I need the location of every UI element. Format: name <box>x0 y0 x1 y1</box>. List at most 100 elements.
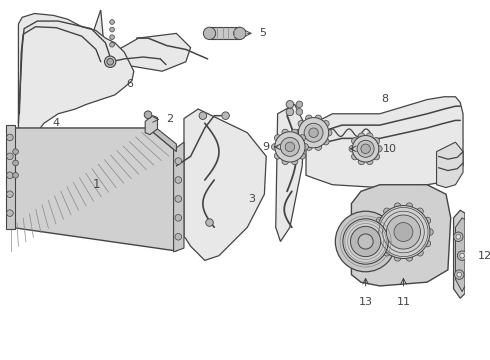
Circle shape <box>175 195 182 202</box>
Circle shape <box>384 249 390 256</box>
Circle shape <box>376 217 383 224</box>
Circle shape <box>325 129 332 136</box>
Circle shape <box>394 203 401 210</box>
Polygon shape <box>454 210 465 298</box>
Text: 12: 12 <box>478 251 490 261</box>
Circle shape <box>110 35 115 40</box>
Circle shape <box>6 153 13 160</box>
Circle shape <box>175 158 182 165</box>
Circle shape <box>6 172 13 179</box>
Circle shape <box>308 122 315 129</box>
Circle shape <box>373 153 380 160</box>
Circle shape <box>358 133 365 139</box>
Circle shape <box>299 153 305 159</box>
Circle shape <box>416 208 423 215</box>
Circle shape <box>285 142 294 152</box>
Circle shape <box>367 158 373 165</box>
Circle shape <box>291 158 298 165</box>
Circle shape <box>358 234 373 249</box>
Circle shape <box>280 138 299 156</box>
Text: 3: 3 <box>248 194 256 204</box>
Circle shape <box>291 129 298 136</box>
Circle shape <box>424 217 431 224</box>
Circle shape <box>373 138 380 144</box>
Circle shape <box>343 219 388 264</box>
Text: 10: 10 <box>383 144 396 154</box>
Circle shape <box>104 56 116 67</box>
Circle shape <box>110 42 115 47</box>
Polygon shape <box>276 104 304 242</box>
Circle shape <box>406 203 413 210</box>
Polygon shape <box>91 10 191 71</box>
Polygon shape <box>437 142 463 188</box>
Text: 6: 6 <box>126 78 133 89</box>
Circle shape <box>357 140 374 157</box>
Circle shape <box>110 20 115 24</box>
Circle shape <box>315 144 321 150</box>
Text: 7: 7 <box>309 137 316 147</box>
Text: 13: 13 <box>359 297 372 307</box>
Circle shape <box>308 131 315 138</box>
Circle shape <box>455 270 464 279</box>
Circle shape <box>456 234 461 239</box>
Circle shape <box>349 145 356 152</box>
Polygon shape <box>19 14 134 175</box>
Text: 9: 9 <box>262 142 269 152</box>
Polygon shape <box>210 27 240 39</box>
Text: 11: 11 <box>396 297 411 307</box>
Circle shape <box>457 251 467 260</box>
Circle shape <box>460 253 465 258</box>
Circle shape <box>282 158 289 165</box>
Circle shape <box>351 153 358 160</box>
Circle shape <box>358 158 365 165</box>
Circle shape <box>234 27 246 40</box>
Circle shape <box>350 226 381 257</box>
Circle shape <box>427 229 433 235</box>
Circle shape <box>406 255 413 261</box>
Circle shape <box>6 210 13 216</box>
Circle shape <box>384 208 390 215</box>
Circle shape <box>271 144 278 150</box>
Circle shape <box>274 153 281 159</box>
Circle shape <box>175 215 182 221</box>
Circle shape <box>107 58 114 65</box>
Circle shape <box>367 133 373 139</box>
Circle shape <box>298 118 329 148</box>
Circle shape <box>175 233 182 240</box>
Circle shape <box>457 272 462 277</box>
Text: 1: 1 <box>92 178 100 191</box>
Circle shape <box>424 240 431 247</box>
Circle shape <box>296 101 303 108</box>
Polygon shape <box>173 142 184 252</box>
Circle shape <box>6 134 13 141</box>
Polygon shape <box>306 97 463 188</box>
Text: 4: 4 <box>53 118 60 128</box>
Circle shape <box>282 129 289 136</box>
Circle shape <box>377 206 430 258</box>
Circle shape <box>274 135 281 141</box>
Circle shape <box>306 144 312 150</box>
Circle shape <box>416 249 423 256</box>
Circle shape <box>286 108 294 116</box>
Circle shape <box>376 240 383 247</box>
Circle shape <box>13 172 19 178</box>
Circle shape <box>454 232 463 242</box>
Circle shape <box>387 215 420 249</box>
Circle shape <box>375 145 382 152</box>
Text: 8: 8 <box>381 94 388 104</box>
Circle shape <box>304 123 323 142</box>
Circle shape <box>295 129 302 136</box>
Text: 5: 5 <box>259 28 266 39</box>
Circle shape <box>309 128 318 138</box>
Polygon shape <box>456 218 465 292</box>
Polygon shape <box>11 128 176 251</box>
Circle shape <box>144 111 152 118</box>
Circle shape <box>203 27 216 40</box>
Circle shape <box>6 191 13 198</box>
Polygon shape <box>351 185 451 286</box>
Circle shape <box>275 132 305 162</box>
Circle shape <box>296 109 303 115</box>
Polygon shape <box>184 109 266 260</box>
Polygon shape <box>6 125 15 229</box>
Circle shape <box>306 115 312 122</box>
